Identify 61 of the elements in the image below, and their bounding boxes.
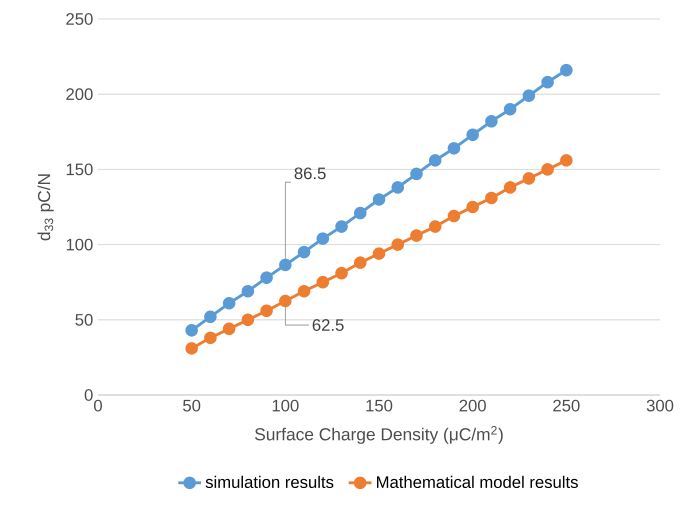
point — [316, 276, 330, 288]
point — [222, 322, 236, 336]
point — [298, 246, 310, 258]
x-tick-label: 250 — [553, 400, 580, 412]
y-tick-label: 100 — [66, 238, 93, 250]
point — [222, 296, 236, 310]
x-tick-label: 0 — [94, 400, 102, 412]
x-tick-label: 150 — [366, 400, 392, 412]
point — [428, 220, 442, 233]
x-tick-label: 200 — [460, 400, 486, 412]
legend-label: simulation results — [206, 476, 334, 488]
point — [335, 220, 348, 233]
y-axis-title: d$_{33}$ pC/N — [37, 174, 54, 240]
point — [316, 232, 330, 245]
legend-label: Mathematical model results — [377, 476, 578, 488]
point — [242, 284, 254, 298]
point — [522, 172, 536, 185]
point — [541, 76, 554, 88]
point — [448, 210, 460, 222]
point — [391, 238, 404, 251]
x-tick-label: 100 — [272, 400, 299, 412]
point — [354, 256, 367, 269]
point — [541, 163, 554, 176]
point — [204, 332, 217, 344]
y-tick-label: 150 — [66, 164, 93, 176]
point — [279, 258, 292, 272]
point — [410, 229, 423, 242]
point — [448, 142, 460, 155]
point — [335, 266, 348, 280]
point — [372, 193, 386, 206]
x-axis-title: Surface Charge Density (μC/m$^{2}$) — [255, 426, 503, 444]
point — [428, 154, 442, 167]
point — [560, 64, 573, 76]
point — [372, 247, 386, 260]
y-tick-label: 200 — [66, 88, 93, 100]
point — [260, 304, 273, 318]
point — [354, 206, 367, 220]
y-tick-label: 250 — [66, 13, 93, 25]
annotation: 86.5 — [294, 167, 326, 180]
point — [485, 114, 498, 128]
point — [185, 324, 198, 337]
point — [279, 294, 292, 308]
point — [504, 102, 516, 116]
point — [242, 314, 254, 326]
x-tick-label: 50 — [183, 400, 200, 412]
point — [260, 271, 273, 284]
point — [391, 181, 404, 194]
annotation: 62.5 — [312, 319, 344, 331]
point — [522, 89, 536, 102]
x-tick-label: 300 — [646, 400, 674, 412]
point — [560, 154, 573, 167]
point — [466, 128, 479, 142]
point — [185, 342, 198, 355]
point — [204, 310, 217, 324]
point — [466, 200, 479, 214]
point — [485, 192, 498, 204]
point — [298, 284, 310, 298]
y-tick-label: 0 — [84, 389, 93, 401]
y-tick-label: 50 — [75, 314, 93, 326]
point — [504, 181, 516, 194]
point — [410, 168, 423, 180]
